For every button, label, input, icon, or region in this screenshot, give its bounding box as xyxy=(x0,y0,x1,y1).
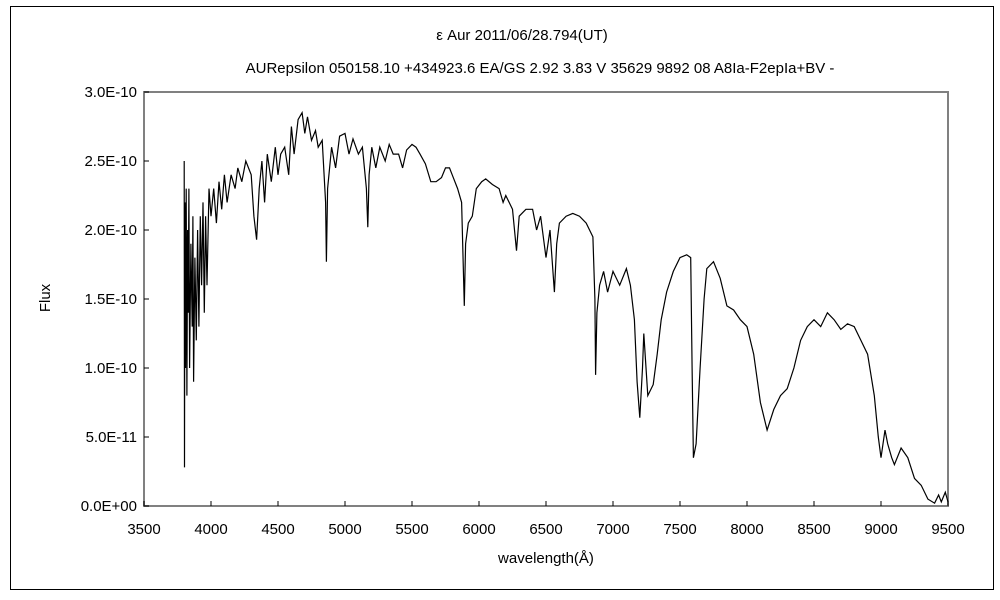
x-tick-label: 6000 xyxy=(462,521,495,538)
x-tick-label: 5000 xyxy=(328,521,361,538)
chart-title: ε Aur 2011/06/28.794(UT) xyxy=(436,27,608,44)
chart-frame xyxy=(10,6,994,590)
x-axis-label: wavelength(Å) xyxy=(497,550,594,567)
chart-subtitle: AURepsilon 050158.10 +434923.6 EA/GS 2.9… xyxy=(246,60,835,77)
y-tick-label: 1.5E-10 xyxy=(84,291,137,308)
y-tick-label: 5.0E-11 xyxy=(86,429,137,446)
x-tick-label: 8500 xyxy=(797,521,830,538)
y-tick-label: 0.0E+00 xyxy=(81,498,137,515)
x-tick-label: 5500 xyxy=(395,521,428,538)
plot-area xyxy=(143,91,949,507)
spectrum-line xyxy=(183,110,949,505)
x-tick-label: 4000 xyxy=(194,521,227,538)
x-tick-label: 4500 xyxy=(261,521,294,538)
x-tick-label: 6500 xyxy=(529,521,562,538)
x-tick-label: 7000 xyxy=(596,521,629,538)
y-tick-label: 1.0E-10 xyxy=(84,360,137,377)
x-tick-label: 7500 xyxy=(663,521,696,538)
x-tick-label: 9500 xyxy=(931,521,964,538)
x-tick-label: 3500 xyxy=(127,521,160,538)
y-tick-label: 2.0E-10 xyxy=(84,222,137,239)
y-tick-label: 2.5E-10 xyxy=(84,153,137,170)
y-axis-label: Flux xyxy=(37,283,54,312)
x-tick-label: 9000 xyxy=(864,521,897,538)
x-tick-label: 8000 xyxy=(730,521,763,538)
y-tick-label: 3.0E-10 xyxy=(84,84,137,101)
